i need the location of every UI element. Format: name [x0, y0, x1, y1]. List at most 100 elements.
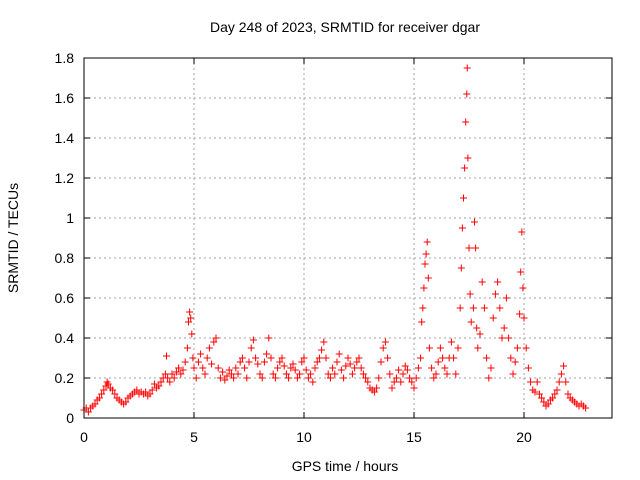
data-point: [467, 318, 475, 326]
data-point: [549, 394, 557, 402]
data-point: [564, 390, 572, 398]
data-point: [293, 374, 301, 382]
data-point: [172, 368, 180, 376]
data-point: [381, 338, 389, 346]
data-point: [491, 290, 499, 298]
data-point: [285, 374, 293, 382]
data-point: [241, 364, 249, 372]
data-point: [379, 344, 387, 352]
data-point: [142, 388, 150, 396]
data-point: [287, 364, 295, 372]
data-point: [194, 358, 202, 366]
data-point: [364, 378, 372, 386]
data-point: [392, 374, 400, 382]
data-point: [318, 346, 326, 354]
data-point: [170, 374, 178, 382]
data-point: [540, 398, 548, 406]
data-point: [447, 338, 455, 346]
data-point: [373, 384, 381, 392]
data-point: [307, 370, 315, 378]
data-point: [322, 354, 330, 362]
data-point: [309, 378, 317, 386]
data-point: [186, 308, 194, 316]
data-point: [348, 370, 356, 378]
data-point: [208, 360, 216, 368]
data-point: [513, 344, 521, 352]
data-point: [188, 330, 196, 338]
data-point: [489, 314, 497, 322]
data-point: [370, 388, 378, 396]
data-point: [201, 370, 209, 378]
data-point: [463, 90, 471, 98]
data-point: [399, 370, 407, 378]
data-point: [84, 408, 92, 416]
data-point: [199, 364, 207, 372]
data-point: [351, 364, 359, 372]
data-point: [423, 238, 431, 246]
data-point: [353, 358, 361, 366]
data-point: [517, 268, 525, 276]
data-point: [476, 330, 484, 338]
data-point: [474, 344, 482, 352]
x-tick-label: 5: [190, 429, 198, 445]
data-point: [531, 388, 539, 396]
data-point: [496, 304, 504, 312]
data-point: [189, 354, 197, 362]
data-point: [265, 334, 273, 342]
data-point: [443, 370, 451, 378]
data-point: [91, 400, 99, 408]
data-point: [421, 260, 429, 268]
data-point: [582, 404, 590, 412]
data-point: [238, 354, 246, 362]
data-point: [232, 364, 240, 372]
data-point: [197, 350, 205, 358]
data-point: [527, 378, 535, 386]
data-point: [509, 370, 517, 378]
data-point: [357, 364, 365, 372]
data-point: [175, 364, 183, 372]
data-point: [210, 338, 218, 346]
data-point: [258, 374, 266, 382]
data-point: [562, 378, 570, 386]
y-tick-label: 0: [66, 410, 74, 426]
data-point: [146, 390, 154, 398]
x-axis-ticks: 0 5 10 15 20: [80, 58, 532, 445]
data-point: [326, 374, 334, 382]
data-points: [80, 64, 590, 416]
data-point: [355, 354, 363, 362]
data-point: [166, 378, 174, 386]
data-point: [434, 358, 442, 366]
data-point: [452, 370, 460, 378]
data-point: [469, 304, 477, 312]
y-tick-label: 1.8: [55, 50, 75, 66]
data-point: [252, 354, 260, 362]
data-point: [390, 378, 398, 386]
data-point: [177, 370, 185, 378]
data-point: [524, 364, 532, 372]
data-point: [425, 344, 433, 352]
data-point: [157, 378, 165, 386]
data-point: [557, 370, 565, 378]
data-point: [329, 364, 337, 372]
data-point: [456, 304, 464, 312]
data-point: [419, 304, 427, 312]
data-point: [406, 374, 414, 382]
data-point: [463, 64, 471, 72]
data-point: [473, 324, 481, 332]
data-point: [478, 278, 486, 286]
data-point: [192, 374, 200, 382]
data-point: [205, 344, 213, 352]
data-point: [410, 384, 418, 392]
data-point: [337, 366, 345, 374]
data-point: [263, 350, 271, 358]
data-point: [384, 354, 392, 362]
data-point: [163, 352, 170, 360]
data-point: [450, 354, 458, 362]
data-point: [315, 354, 323, 362]
data-point: [395, 366, 403, 374]
data-point: [324, 370, 332, 378]
data-point: [494, 278, 502, 286]
x-tick-label: 10: [296, 429, 312, 445]
data-point: [483, 354, 491, 362]
x-axis-label: GPS time / hours: [292, 458, 399, 474]
